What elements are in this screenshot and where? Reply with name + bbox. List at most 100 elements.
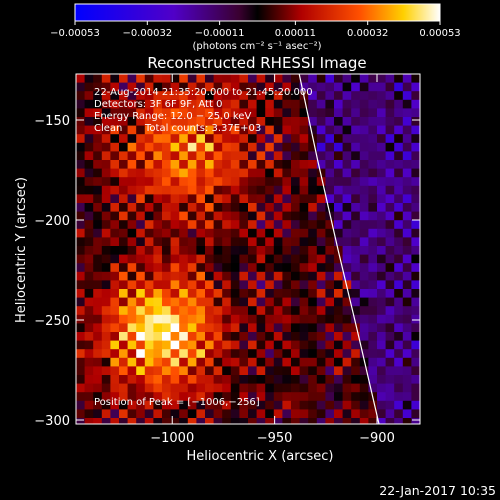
heatmap-cell — [377, 418, 386, 424]
heatmap-cell — [265, 82, 275, 92]
heatmap-cell — [84, 392, 94, 402]
heatmap-cell — [162, 220, 171, 230]
heatmap-cell — [394, 349, 404, 359]
heatmap-cell — [351, 237, 361, 247]
heatmap-cell — [342, 228, 352, 238]
heatmap-cell — [213, 134, 223, 144]
y-tick-label: −150 — [34, 114, 70, 129]
heatmap-cell — [84, 254, 94, 264]
heatmap-cell — [248, 263, 257, 273]
heatmap-cell — [93, 409, 103, 419]
heatmap-cell — [377, 220, 386, 230]
heatmap-cell — [248, 228, 257, 238]
heatmap-cell — [351, 418, 361, 424]
heatmap-cell — [153, 82, 163, 92]
heatmap-cell — [170, 74, 180, 83]
heatmap-cell — [179, 160, 189, 169]
heatmap-cell — [119, 383, 128, 393]
heatmap-cell — [308, 409, 318, 419]
heatmap-cell — [222, 220, 232, 230]
heatmap-cell — [230, 323, 240, 333]
heatmap-cell — [136, 271, 146, 281]
heatmap-cell — [239, 237, 249, 247]
heatmap-cell — [411, 392, 420, 402]
heatmap-cell — [385, 340, 395, 350]
heatmap-cell — [196, 134, 206, 144]
heatmap-cell — [359, 142, 369, 152]
heatmap-cell — [153, 271, 163, 281]
heatmap-cell — [368, 375, 378, 384]
heatmap-cell — [84, 323, 94, 333]
heatmap-cell — [256, 366, 266, 376]
heatmap-cell — [93, 357, 103, 367]
heatmap-cell — [256, 142, 266, 152]
y-tick-label: −250 — [34, 314, 70, 329]
heatmap-cell — [377, 142, 386, 152]
heatmap-cell — [162, 185, 171, 195]
heatmap-cell — [308, 99, 318, 109]
heatmap-cell — [291, 383, 300, 393]
heatmap-cell — [84, 125, 94, 135]
heatmap-cell — [402, 125, 412, 135]
heatmap-cell — [334, 117, 343, 126]
heatmap-cell — [136, 280, 146, 290]
heatmap-cell — [84, 314, 94, 324]
heatmap-cell — [265, 418, 275, 424]
heatmap-cell — [291, 357, 300, 367]
heatmap-cell — [84, 160, 94, 169]
heatmap-cell — [187, 134, 197, 144]
heatmap-cell — [368, 117, 378, 126]
heatmap-cell — [368, 332, 378, 341]
heatmap-cell — [368, 357, 378, 367]
energy-range-annotation: Energy Range: 12.0 − 25.0 keV — [94, 111, 252, 122]
heatmap-cell — [222, 237, 232, 247]
heatmap-cell — [402, 297, 412, 307]
heatmap-cell — [144, 246, 154, 255]
heatmap-cell — [213, 168, 223, 178]
heatmap-cell — [351, 91, 361, 101]
time-range-annotation: 22-Aug-2014 21:35:20.000 to 21:45:20.000 — [94, 87, 313, 98]
heatmap-cell — [351, 349, 361, 359]
heatmap-cell — [334, 349, 343, 359]
heatmap-cell — [359, 332, 369, 341]
heatmap-cell — [351, 409, 361, 419]
heatmap-cell — [411, 280, 420, 290]
heatmap-cell — [256, 203, 266, 212]
heatmap-cell — [162, 409, 171, 419]
heatmap-cell — [110, 400, 120, 410]
heatmap-cell — [342, 82, 352, 92]
heatmap-cell — [394, 383, 404, 393]
heatmap-cell — [325, 220, 335, 230]
heatmap-cell — [136, 409, 146, 419]
heatmap-cell — [394, 177, 404, 187]
heatmap-cell — [162, 366, 171, 376]
heatmap-cell — [196, 160, 206, 169]
heatmap-cell — [282, 349, 292, 359]
heatmap-cell — [316, 160, 326, 169]
heatmap-cell — [110, 366, 120, 376]
heatmap-cell — [273, 142, 283, 152]
heatmap-cell — [325, 332, 335, 341]
heatmap-cell — [170, 366, 180, 376]
heatmap-cell — [93, 194, 103, 204]
heatmap-cell — [273, 306, 283, 316]
heatmap-cell — [299, 289, 309, 298]
heatmap-cell — [265, 383, 275, 393]
heatmap-cell — [127, 82, 137, 92]
heatmap-cell — [196, 263, 206, 273]
heatmap-cell — [179, 220, 189, 230]
heatmap-cell — [351, 366, 361, 376]
heatmap-cell — [299, 177, 309, 187]
heatmap-cell — [144, 323, 154, 333]
heatmap-cell — [308, 117, 318, 126]
heatmap-cell — [394, 400, 404, 410]
heatmap-cell — [153, 125, 163, 135]
heatmap-cell — [377, 125, 386, 135]
heatmap-cell — [351, 383, 361, 393]
heatmap-cell — [265, 99, 275, 109]
heatmap-cell — [205, 400, 214, 410]
heatmap-cell — [187, 400, 197, 410]
heatmap-cell — [368, 383, 378, 393]
heatmap-cell — [196, 400, 206, 410]
heatmap-cell — [402, 177, 412, 187]
